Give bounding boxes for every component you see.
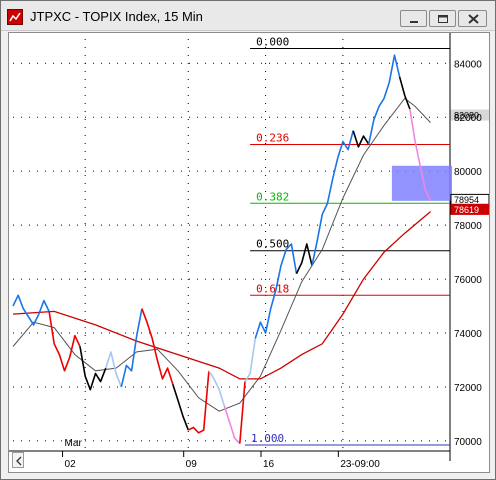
price-segment	[223, 405, 241, 445]
fibonacci-levels: 0.000 0.236 0.382 0.500 0.618 1.000	[244, 35, 450, 446]
moving-averages	[12, 97, 431, 412]
y-tick-label: 70000	[454, 437, 482, 448]
x-tick-label: 16	[263, 459, 275, 470]
minimize-icon	[410, 21, 418, 23]
price-segment	[208, 370, 226, 407]
price-segment	[120, 308, 143, 388]
price-segment	[409, 108, 432, 202]
price-segment	[12, 294, 50, 326]
price-segment	[48, 311, 81, 372]
y-tick-label: 76000	[454, 275, 482, 286]
price-segment	[352, 130, 370, 148]
maximize-icon	[438, 15, 448, 23]
price-segment	[398, 76, 411, 110]
close-button[interactable]	[458, 10, 487, 27]
x-tick-label: 02	[65, 459, 77, 470]
x-axis-labels: Mar 02 09 16 23-09:00	[62, 438, 380, 470]
price-segment	[311, 130, 354, 266]
maximize-button[interactable]	[429, 10, 456, 27]
y-axis-labels: 84000 82000 80000 78000 76000 74000 72000 70000	[454, 59, 482, 448]
price-segment	[239, 381, 246, 444]
chart-area[interactable]: 0.000 0.236 0.382 0.500 0.618 1.000 82080 7895…	[8, 32, 490, 473]
price-segment	[105, 351, 123, 388]
y-tick-label: 72000	[454, 383, 482, 394]
y-tick-label: 80000	[454, 167, 482, 178]
price-tag-box	[450, 203, 489, 215]
price-tag-label: 82080	[454, 111, 479, 121]
price-segment	[254, 243, 298, 339]
price-segment	[172, 384, 190, 431]
price-segment	[141, 308, 174, 385]
scroll-left-button[interactable]	[12, 452, 24, 468]
price-tag-label: 78954	[454, 195, 479, 205]
x-tick-label: 23-09:00	[340, 459, 380, 470]
fib-level-label: 0.000	[256, 35, 289, 48]
price-segment	[79, 346, 107, 391]
window-title: JTPXC - TOPIX Index, 15 Min	[30, 9, 203, 24]
y-tick-label: 78000	[454, 221, 482, 232]
close-icon	[468, 14, 479, 24]
minimize-button[interactable]	[400, 10, 427, 27]
x-tick-label: Mar	[65, 438, 83, 449]
fib-level-label: 0.382	[256, 190, 289, 203]
price-tag-box	[450, 109, 489, 121]
price-segment	[295, 243, 313, 275]
y-tick-label: 74000	[454, 329, 482, 340]
chart-grid	[9, 33, 451, 461]
fib-level-label: 0.618	[256, 282, 289, 295]
price-segment	[187, 370, 210, 434]
price-segment	[367, 54, 401, 145]
x-tick-label: 09	[186, 459, 198, 470]
fib-level-label: 0.500	[256, 238, 289, 251]
fib-level-label: 1.000	[251, 432, 284, 445]
price-segment	[244, 338, 257, 383]
price-tag-label: 78619	[454, 205, 479, 215]
fib-level-label: 0.236	[256, 131, 289, 144]
y-tick-label: 82000	[454, 113, 482, 124]
title-bar[interactable]: JTPXC - TOPIX Index, 15 Min	[1, 1, 495, 31]
slow-moving-average-line	[12, 211, 431, 380]
chart-app-icon	[7, 9, 23, 25]
fast-moving-average-line	[12, 97, 431, 412]
y-tick-label: 84000	[454, 59, 482, 70]
scroll-left-icon	[16, 456, 22, 466]
price-chart[interactable]: 0.000 0.236 0.382 0.500 0.618 1.000 82080 7895…	[9, 33, 489, 472]
price-series	[12, 54, 432, 445]
